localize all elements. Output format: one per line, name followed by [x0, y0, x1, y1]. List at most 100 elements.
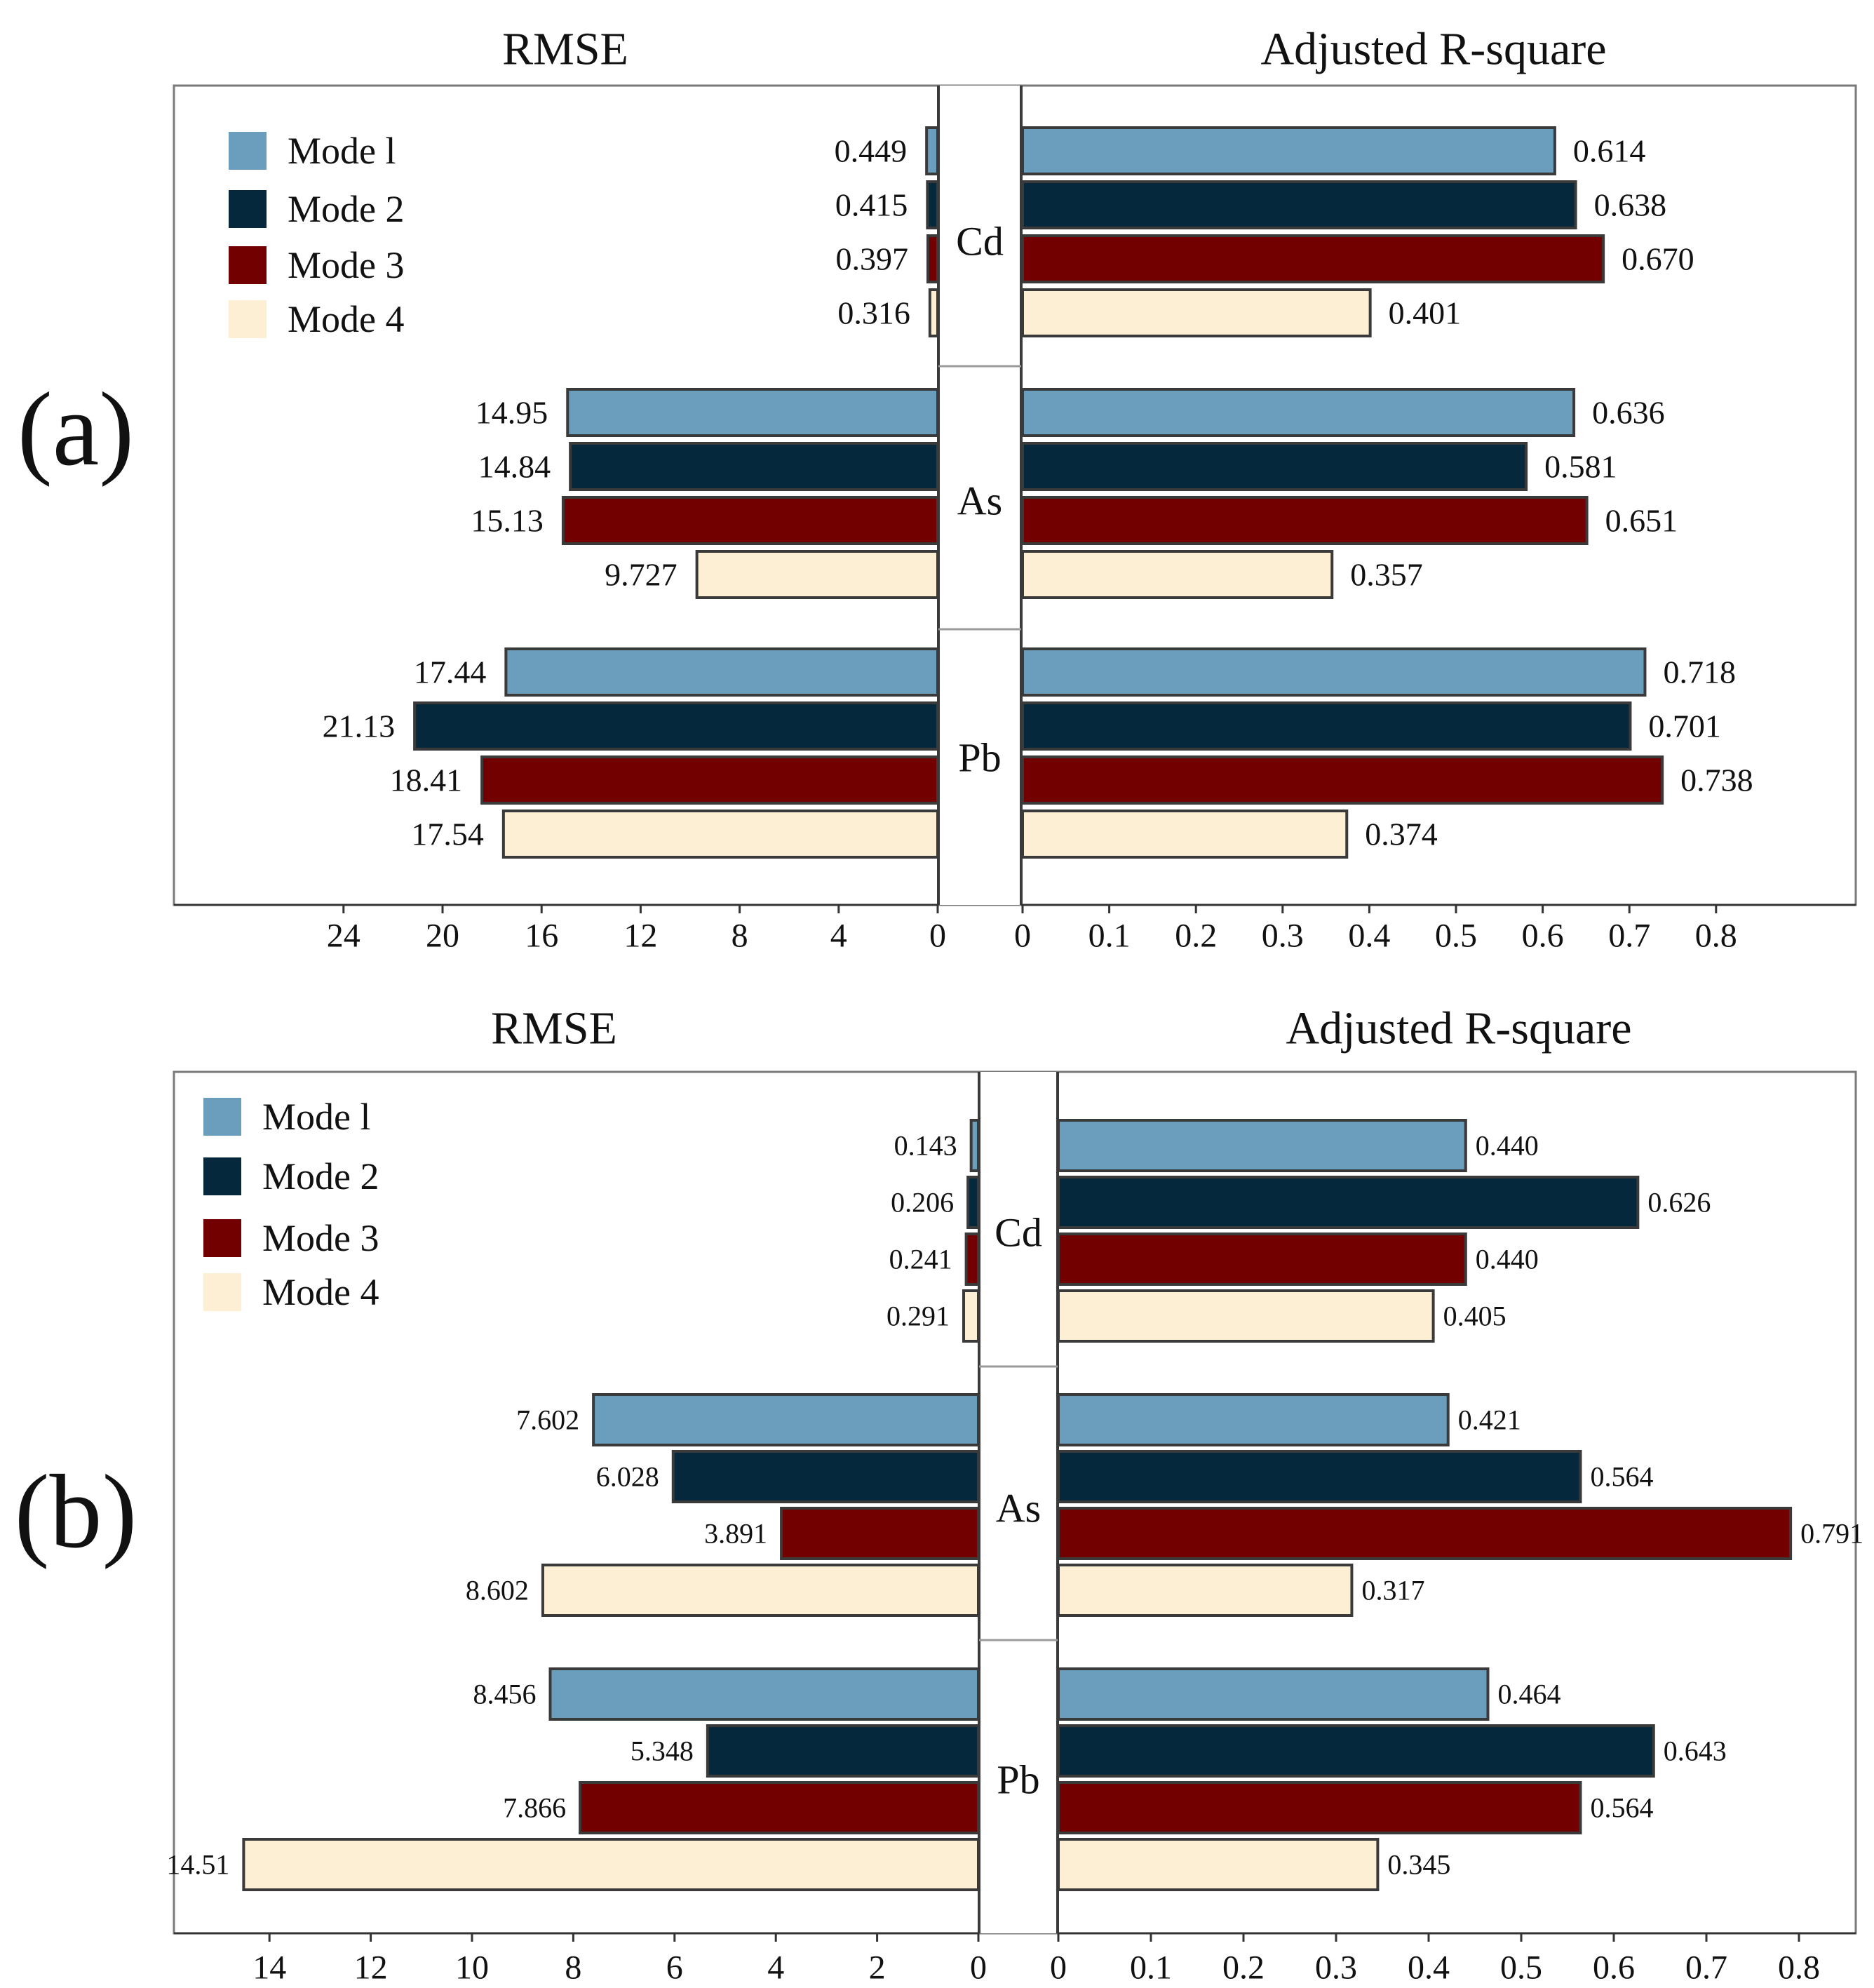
right-axis-tick-label: 0.2: [1222, 1949, 1265, 1987]
rmse-value-label: 0.291: [887, 1301, 950, 1332]
rmse-bar-as-mode4: [695, 550, 939, 599]
legend-swatch-mode1: [203, 1098, 241, 1136]
category-label-cd: Cd: [956, 219, 1004, 264]
legend-label-mode2: Mode 2: [288, 188, 404, 230]
rmse-value-label: 0.143: [894, 1130, 957, 1162]
right-chart-title: Adjusted R-square: [1260, 24, 1606, 75]
legend-swatch-mode3: [229, 246, 267, 284]
r2-bar-cd-mode4: [1057, 1289, 1435, 1343]
rmse-value-label: 18.41: [390, 763, 463, 798]
rmse-bar-as-mode1: [566, 388, 939, 437]
legend-swatch-mode2: [229, 190, 267, 228]
left-axis-tick-label: 2: [869, 1949, 886, 1987]
r2-bar-pb-mode4: [1057, 1838, 1380, 1891]
rmse-value-label: 0.415: [835, 187, 908, 223]
rmse-bar-cd-mode1: [925, 126, 939, 175]
r2-value-label: 0.345: [1387, 1849, 1450, 1881]
rmse-bar-as-mode3: [561, 496, 939, 545]
legend: Mode l Mode 2 Mode 3 Mode 4: [229, 130, 404, 340]
legend-label-mode4: Mode 4: [262, 1271, 379, 1313]
r2-value-label: 0.440: [1476, 1244, 1539, 1275]
r2-bar-pb-mode4: [1021, 810, 1349, 859]
left-axis-tick-label: 12: [354, 1949, 388, 1987]
rmse-bar-as-mode3: [780, 1507, 980, 1560]
left-axis-tick-label: 20: [426, 918, 459, 955]
legend-label-mode1: Mode l: [288, 130, 396, 172]
rmse-value-label: 8.602: [466, 1575, 529, 1606]
rmse-value-label: 0.449: [835, 133, 908, 169]
left-axis-tick-label: 8: [565, 1949, 581, 1987]
rmse-value-label: 7.602: [516, 1404, 579, 1436]
r2-bar-as-mode3: [1021, 496, 1589, 545]
right-axis-tick-label: 0.7: [1685, 1949, 1727, 1987]
rmse-value-label: 5.348: [631, 1735, 694, 1767]
r2-value-label: 0.651: [1605, 503, 1678, 539]
right-axis-tick-label: 0.3: [1315, 1949, 1357, 1987]
left-axis-tick-label: 0: [970, 1949, 987, 1987]
r2-value-label: 0.614: [1573, 133, 1646, 169]
r2-bar-as-mode3: [1057, 1507, 1793, 1560]
rmse-value-label: 0.241: [889, 1244, 952, 1275]
r2-value-label: 0.317: [1361, 1575, 1424, 1606]
rmse-bar-as-mode4: [541, 1564, 980, 1617]
rmse-value-label: 14.84: [478, 449, 551, 485]
category-label-pb: Pb: [958, 735, 1001, 781]
right-axis-tick-label: 0.2: [1175, 918, 1217, 955]
r2-bar-pb-mode1: [1021, 647, 1647, 697]
rmse-value-label: 6.028: [596, 1461, 659, 1493]
r2-bar-cd-mode3: [1057, 1233, 1467, 1286]
left-axis-tick-label: 4: [830, 918, 847, 955]
rmse-bar-cd-mode4: [928, 288, 940, 337]
left-axis-tick-label: 12: [623, 918, 657, 955]
right-chart-title: Adjusted R-square: [1286, 1003, 1631, 1054]
r2-value-label: 0.738: [1680, 763, 1753, 798]
rmse-bar-pb-mode3: [480, 755, 939, 805]
rmse-bar-pb-mode3: [579, 1781, 980, 1834]
r2-bar-cd-mode3: [1021, 234, 1605, 283]
rmse-value-label: 14.51: [166, 1849, 229, 1881]
rmse-bar-pb-mode2: [413, 701, 939, 751]
r2-value-label: 0.564: [1590, 1792, 1653, 1824]
right-axis-tick-label: 0.8: [1778, 1949, 1820, 1987]
r2-bar-as-mode4: [1057, 1564, 1354, 1617]
legend: Mode l Mode 2 Mode 3 Mode 4: [203, 1096, 379, 1313]
legend-swatch-mode1: [229, 132, 267, 170]
r2-bar-cd-mode1: [1021, 126, 1556, 175]
r2-value-label: 0.357: [1350, 557, 1423, 593]
right-axis-tick-label: 0: [1014, 918, 1031, 955]
category-label-as: As: [996, 1486, 1041, 1531]
right-axis-tick-label: 0.6: [1522, 918, 1564, 955]
r2-value-label: 0.464: [1497, 1679, 1560, 1710]
right-axis-tick-label: 0.7: [1608, 918, 1650, 955]
r2-bar-as-mode1: [1057, 1393, 1450, 1446]
legend-label-mode3: Mode 3: [262, 1217, 379, 1259]
category-label-pb: Pb: [997, 1757, 1039, 1803]
left-chart-title: RMSE: [491, 1003, 617, 1054]
r2-bar-as-mode2: [1057, 1450, 1582, 1503]
rmse-bar-cd-mode4: [962, 1289, 980, 1343]
category-strip: [938, 86, 1021, 905]
r2-value-label: 0.718: [1663, 654, 1736, 690]
rmse-value-label: 14.95: [476, 395, 548, 431]
rmse-bar-as-mode2: [671, 1450, 980, 1503]
r2-bar-as-mode2: [1021, 442, 1528, 491]
rmse-bar-as-mode2: [569, 442, 939, 491]
rmse-value-label: 3.891: [704, 1518, 767, 1550]
r2-bar-cd-mode2: [1021, 180, 1577, 229]
rmse-bar-as-mode1: [592, 1393, 980, 1446]
rmse-bar-pb-mode1: [504, 647, 939, 697]
r2-value-label: 0.643: [1664, 1735, 1727, 1767]
r2-bar-pb-mode2: [1021, 701, 1632, 751]
rmse-bar-cd-mode2: [926, 180, 939, 229]
r2-bar-pb-mode1: [1057, 1667, 1490, 1721]
r2-bar-as-mode4: [1021, 550, 1334, 599]
r2-value-label: 0.636: [1592, 395, 1665, 431]
left-axis-tick-label: 10: [455, 1949, 489, 1987]
right-axis-tick-label: 0: [1050, 1949, 1067, 1987]
r2-bar-cd-mode1: [1057, 1119, 1467, 1172]
rmse-value-label: 0.316: [837, 295, 910, 331]
r2-value-label: 0.564: [1590, 1461, 1653, 1493]
right-axis-tick-label: 0.4: [1348, 918, 1390, 955]
left-chart-title: RMSE: [502, 24, 628, 75]
